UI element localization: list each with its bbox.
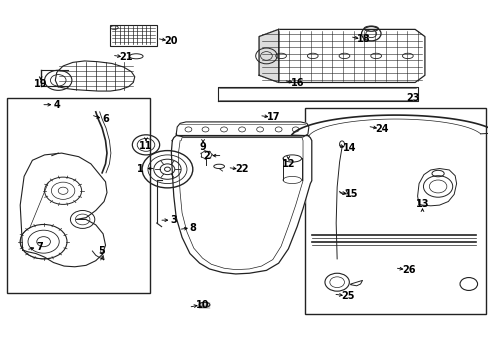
Text: 19: 19 (34, 79, 47, 89)
Polygon shape (259, 30, 424, 82)
Text: 10: 10 (196, 300, 209, 310)
Text: 15: 15 (345, 189, 358, 199)
Text: 12: 12 (281, 159, 295, 169)
Text: 22: 22 (235, 164, 248, 174)
Polygon shape (217, 87, 417, 101)
Text: 23: 23 (405, 93, 419, 103)
Text: 5: 5 (99, 246, 105, 256)
Text: 2: 2 (203, 150, 210, 161)
Text: 11: 11 (139, 141, 152, 151)
Bar (6, 98, 150, 293)
Text: 26: 26 (401, 265, 415, 275)
Polygon shape (55, 61, 135, 91)
Text: 25: 25 (341, 291, 354, 301)
Text: 6: 6 (102, 114, 109, 124)
Polygon shape (259, 30, 278, 82)
Polygon shape (176, 122, 308, 137)
Text: 9: 9 (199, 141, 206, 152)
Text: 20: 20 (164, 36, 178, 46)
Polygon shape (20, 153, 107, 267)
Text: 24: 24 (375, 124, 388, 134)
Text: 1: 1 (137, 163, 143, 174)
Text: 8: 8 (189, 223, 196, 233)
Text: 13: 13 (415, 199, 428, 209)
Text: 3: 3 (170, 215, 177, 225)
Text: 17: 17 (266, 112, 280, 122)
Text: 14: 14 (342, 143, 355, 153)
Text: 16: 16 (291, 78, 304, 88)
Text: 18: 18 (356, 34, 370, 44)
Text: 4: 4 (53, 100, 60, 110)
Bar (110, 25, 157, 45)
Polygon shape (171, 135, 311, 274)
Text: 7: 7 (36, 242, 43, 252)
Text: 21: 21 (120, 52, 133, 62)
Bar (305, 108, 485, 315)
Polygon shape (417, 168, 456, 206)
